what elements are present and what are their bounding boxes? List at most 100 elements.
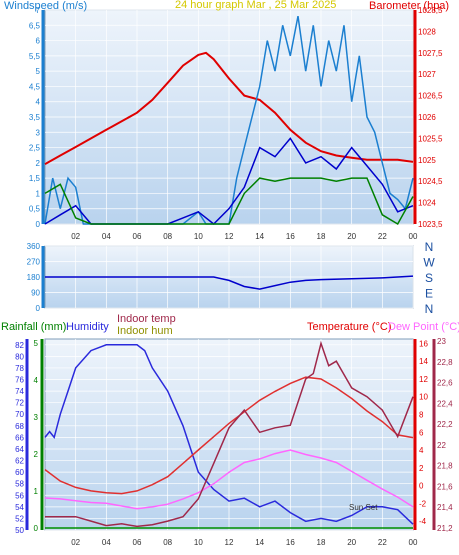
indoor-temp-tick: 22,4 (437, 399, 453, 408)
windspeed-tick: 7 (36, 6, 41, 15)
windspeed-tick: 4,5 (29, 82, 41, 91)
windspeed-tick: 2 (36, 159, 41, 168)
indoor-temp-tick: 21,2 (437, 524, 453, 533)
indoor-temp-label: Indoor temp (117, 313, 176, 325)
indoor-temp-tick: 22 (437, 441, 446, 450)
direction-tick: 90 (31, 289, 40, 298)
windspeed-tick: 1 (36, 189, 41, 198)
top-x-tick: 06 (133, 232, 142, 241)
bottom-x-tick: 04 (102, 538, 111, 547)
top-x-tick: 18 (317, 232, 326, 241)
sun-set-annotation: Sun Set (349, 503, 378, 512)
barometer-tick: 1028,5 (418, 6, 443, 15)
temperature-tick: 0 (419, 482, 424, 491)
temperature-tick: -2 (419, 499, 427, 508)
compass-label: S (425, 271, 433, 285)
barometer-tick: 1028 (418, 27, 436, 36)
humidity-tick: 82 (15, 341, 24, 350)
barometer-tick: 1025,5 (418, 134, 443, 143)
temperature-tick: 14 (419, 357, 428, 366)
windspeed-tick: 3,5 (29, 113, 41, 122)
indoor-temp-tick: 21,8 (437, 462, 453, 471)
humidity-tick: 76 (15, 376, 24, 385)
indoor-temp-tick: 23 (437, 337, 446, 346)
bottom-x-tick: 00 (409, 538, 418, 547)
temperature-tick: 2 (419, 464, 424, 473)
humidity-tick: 54 (15, 503, 24, 512)
barometer-tick: 1027 (418, 70, 436, 79)
indoor-temp-tick: 21,4 (437, 503, 453, 512)
windspeed-tick: 4 (36, 98, 41, 107)
rainfall-tick: 2 (34, 450, 39, 459)
top-x-tick: 22 (378, 232, 387, 241)
top-x-tick: 12 (225, 232, 234, 241)
rainfall-tick: 5 (34, 339, 39, 348)
direction-tick: 180 (27, 273, 41, 282)
temperature-tick: 6 (419, 428, 424, 437)
top-x-tick: 04 (102, 232, 111, 241)
wind-direction-line (45, 275, 414, 290)
windspeed-tick: 0 (36, 220, 41, 229)
compass-label: N (425, 302, 434, 316)
bottom-x-tick: 06 (133, 538, 142, 547)
top-chart-title: 24 hour graph Mar , 25 Mar 2025 (175, 0, 336, 11)
temperature-tick: 4 (419, 446, 424, 455)
humidity-label: Humidity (66, 321, 109, 333)
humidity-line (44, 344, 414, 525)
temperature-tick: -4 (419, 517, 427, 526)
humidity-tick: 72 (15, 399, 24, 408)
barometer-tick: 1024 (418, 199, 436, 208)
compass-label: E (425, 287, 433, 301)
compass-label: W (423, 256, 435, 270)
humidity-tick: 74 (15, 387, 24, 396)
rainfall-label: Rainfall (mm) (1, 321, 66, 333)
windspeed-tick: 1,5 (29, 174, 41, 183)
indoor-temp-line (45, 340, 414, 528)
wind-run-line (44, 177, 414, 226)
rainfall-tick: 1 (34, 487, 39, 496)
rainfall-tick: 0 (34, 524, 39, 533)
humidity-tick: 58 (15, 480, 24, 489)
direction-tick: 360 (27, 242, 41, 251)
temperature-line (44, 376, 414, 495)
bottom-x-tick: 16 (286, 538, 295, 547)
bottom-x-tick: 08 (163, 538, 172, 547)
top-x-tick: 08 (163, 232, 172, 241)
humidity-tick: 70 (15, 410, 24, 419)
temperature-tick: 10 (419, 393, 428, 402)
humidity-tick: 52 (15, 514, 24, 523)
temperature-tick: 12 (419, 375, 428, 384)
windspeed-tick: 6 (36, 37, 41, 46)
direction-tick: 0 (36, 304, 41, 313)
bottom-x-tick: 14 (255, 538, 264, 547)
barometer-axis-label: Barometer (hpa) (369, 0, 449, 12)
windspeed-axis-label: Windspeed (m/s) (4, 0, 87, 12)
barometer-tick: 1026 (418, 113, 436, 122)
windspeed-tick: 6,5 (29, 21, 41, 30)
bottom-x-tick: 18 (317, 538, 326, 547)
barometer-tick: 1026,5 (418, 92, 443, 101)
temperature-label: Temperature (°C) (307, 321, 391, 333)
compass-label: N (425, 240, 434, 254)
indoor-temp-tick: 22,8 (437, 358, 453, 367)
windspeed-tick: 3 (36, 128, 41, 137)
humidity-tick: 62 (15, 457, 24, 466)
bottom-x-tick: 10 (194, 538, 203, 547)
top-x-tick: 20 (347, 232, 356, 241)
humidity-tick: 50 (15, 526, 24, 535)
windspeed-tick: 5,5 (29, 52, 41, 61)
top-x-tick: 10 (194, 232, 203, 241)
bottom-x-tick: 22 (378, 538, 387, 547)
humidity-tick: 78 (15, 364, 24, 373)
temperature-tick: 16 (419, 339, 428, 348)
humidity-tick: 68 (15, 422, 24, 431)
windspeed-tick: 2,5 (29, 144, 41, 153)
bottom-x-tick: 02 (71, 538, 80, 547)
bottom-x-tick: 20 (347, 538, 356, 547)
top-x-tick: 00 (409, 232, 418, 241)
barometer-tick: 1024,5 (418, 177, 443, 186)
humidity-tick: 60 (15, 468, 24, 477)
dew-point-line (44, 449, 414, 510)
humidity-tick: 66 (15, 433, 24, 442)
